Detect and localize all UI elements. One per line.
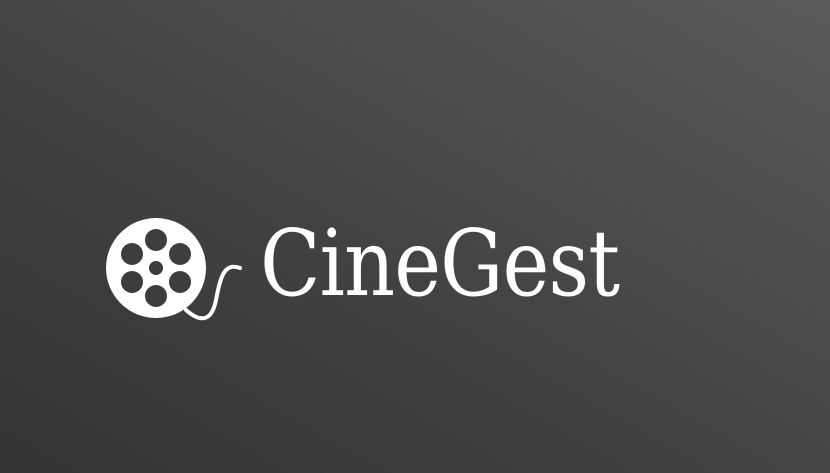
brand-logo: CineGest bbox=[102, 210, 722, 330]
film-reel-icon bbox=[106, 218, 242, 321]
brand-name: CineGest bbox=[260, 210, 620, 317]
